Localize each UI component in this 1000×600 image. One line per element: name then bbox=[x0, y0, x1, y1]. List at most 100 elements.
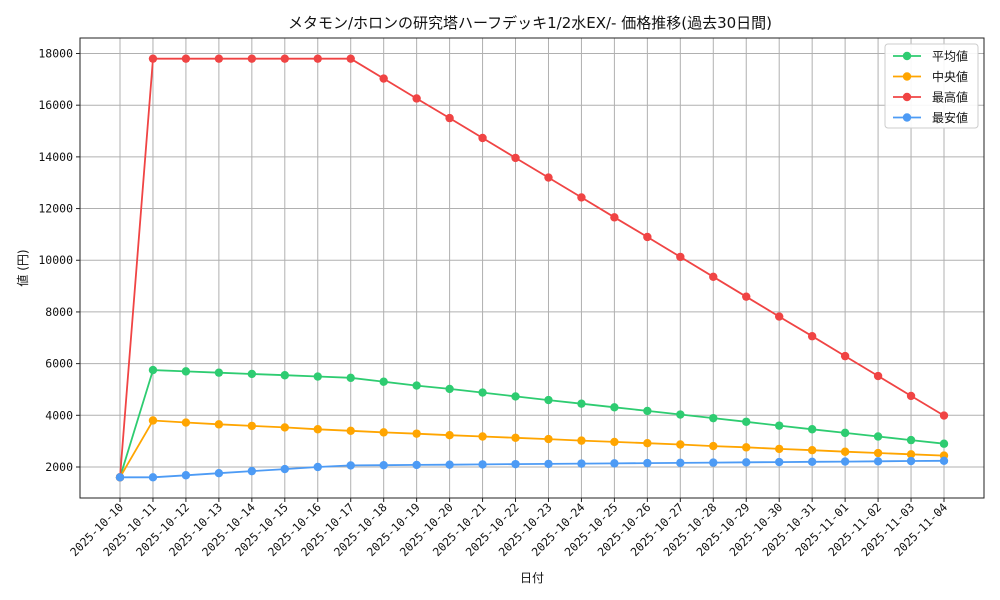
data-point bbox=[379, 377, 388, 386]
data-point bbox=[478, 432, 487, 441]
data-point bbox=[445, 460, 454, 469]
y-tick-label: 14000 bbox=[38, 150, 73, 164]
data-point bbox=[313, 372, 322, 381]
data-point bbox=[247, 369, 257, 379]
legend-marker bbox=[902, 51, 912, 61]
y-tick-label: 10000 bbox=[38, 253, 73, 267]
data-point bbox=[807, 457, 817, 467]
data-point bbox=[181, 418, 191, 427]
data-point bbox=[379, 74, 388, 83]
data-point bbox=[577, 399, 586, 408]
data-point bbox=[676, 458, 685, 468]
data-point bbox=[346, 373, 355, 383]
data-point bbox=[313, 54, 322, 63]
data-point bbox=[709, 441, 718, 451]
data-point bbox=[379, 460, 388, 470]
data-point bbox=[511, 433, 520, 442]
series-line bbox=[120, 459, 945, 479]
data-point bbox=[709, 458, 718, 467]
data-point bbox=[247, 466, 257, 476]
legend-label: 最高値 bbox=[932, 90, 968, 105]
data-point bbox=[181, 471, 191, 480]
data-point bbox=[577, 459, 586, 468]
data-point bbox=[544, 173, 553, 182]
data-point bbox=[807, 425, 817, 434]
data-point bbox=[906, 450, 916, 459]
data-point bbox=[742, 292, 751, 301]
data-point bbox=[610, 459, 619, 468]
y-tick-label: 2000 bbox=[45, 460, 73, 474]
series-最安値 bbox=[115, 456, 949, 482]
data-point bbox=[445, 113, 454, 123]
data-point bbox=[280, 371, 289, 380]
legend-label: 中央値 bbox=[932, 69, 968, 84]
data-point bbox=[148, 365, 158, 375]
data-point bbox=[676, 252, 685, 262]
data-point bbox=[939, 411, 949, 420]
legend-label: 平均値 bbox=[932, 49, 968, 64]
chart-title: メタモン/ホロンの研究塔ハーフデッキ1/2水EX/- 価格推移(過去30日間) bbox=[288, 14, 772, 32]
data-point bbox=[840, 428, 850, 438]
data-point bbox=[873, 457, 883, 466]
data-point bbox=[577, 193, 586, 202]
data-point bbox=[280, 423, 289, 432]
data-point bbox=[775, 444, 784, 454]
data-point bbox=[148, 416, 158, 425]
data-point bbox=[313, 462, 322, 472]
data-point bbox=[313, 425, 322, 434]
legend-box bbox=[884, 43, 979, 129]
y-tick-label: 18000 bbox=[38, 47, 73, 61]
plot-area-frame bbox=[79, 37, 985, 499]
data-point bbox=[775, 421, 784, 430]
series-line bbox=[119, 369, 945, 478]
data-point bbox=[643, 458, 652, 468]
x-axis-label: 日付 bbox=[520, 571, 544, 585]
data-point bbox=[478, 133, 487, 143]
data-point bbox=[214, 420, 224, 429]
data-point bbox=[445, 431, 454, 440]
series-line bbox=[119, 57, 945, 478]
data-point bbox=[840, 457, 850, 466]
data-point bbox=[873, 371, 883, 381]
data-point bbox=[676, 410, 685, 419]
data-point bbox=[115, 473, 125, 482]
data-point bbox=[412, 381, 421, 390]
data-point bbox=[610, 403, 619, 412]
data-point bbox=[906, 435, 916, 445]
data-point bbox=[412, 460, 421, 470]
data-point bbox=[544, 395, 553, 405]
data-point bbox=[280, 54, 289, 63]
data-point bbox=[544, 459, 553, 469]
y-tick-label: 12000 bbox=[38, 202, 73, 216]
data-point bbox=[906, 456, 916, 466]
data-point bbox=[742, 443, 751, 452]
y-axis-ticks: 2000 4000 6000 8000 10000 12000 14000 16000 1800… bbox=[38, 47, 80, 474]
data-point bbox=[346, 461, 355, 470]
data-point bbox=[247, 421, 257, 431]
data-point bbox=[148, 54, 158, 63]
legend-label: 最安値 bbox=[932, 110, 968, 125]
y-tick-label: 6000 bbox=[45, 357, 73, 371]
series-平均値 bbox=[115, 365, 949, 482]
data-point bbox=[412, 429, 421, 438]
data-point bbox=[577, 436, 586, 445]
series-最高値 bbox=[115, 54, 949, 482]
y-tick-label: 4000 bbox=[45, 408, 73, 422]
data-point bbox=[939, 456, 949, 465]
data-point bbox=[544, 434, 553, 444]
data-point bbox=[775, 312, 784, 321]
data-point bbox=[643, 232, 652, 242]
data-point bbox=[840, 447, 850, 456]
data-point bbox=[840, 351, 850, 361]
data-point bbox=[181, 54, 191, 63]
data-point bbox=[742, 458, 751, 467]
data-point bbox=[148, 473, 158, 482]
data-point bbox=[346, 426, 355, 436]
legend-marker bbox=[902, 72, 912, 81]
data-point bbox=[346, 54, 355, 63]
data-point bbox=[610, 213, 619, 222]
data-point bbox=[214, 368, 224, 377]
